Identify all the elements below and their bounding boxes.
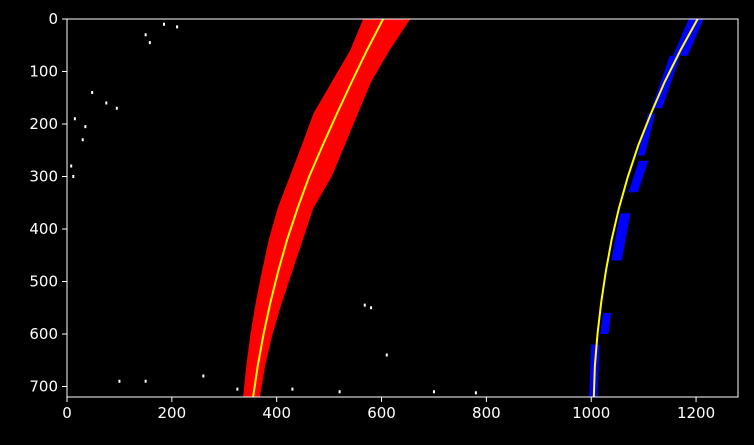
noise-pixel-14 [385, 353, 388, 357]
left-lane-fit [252, 18, 384, 398]
noise-pixel-1 [148, 41, 151, 45]
x-tick-label-1200: 1200 [677, 404, 715, 422]
noise-pixel-15 [118, 379, 121, 383]
noise-pixel-16 [144, 379, 147, 383]
plot-area [67, 18, 738, 398]
y-tick-label-500: 500 [29, 273, 58, 291]
noise-pixel-20 [338, 390, 341, 394]
noise-pixel-3 [176, 25, 179, 29]
y-tick-label-600: 600 [29, 325, 58, 343]
y-tick-label-100: 100 [29, 63, 58, 81]
y-tick-label-400: 400 [29, 220, 58, 238]
noise-pixel-9 [81, 138, 84, 142]
right-lane-pixel-segment-2 [637, 113, 656, 156]
x-tick-label-1000: 1000 [572, 404, 610, 422]
right-lane-fit [592, 18, 699, 398]
noise-pixel-12 [363, 303, 366, 307]
y-tick-label-200: 200 [29, 115, 58, 133]
noise-pixel-7 [73, 117, 76, 121]
noise-pixel-22 [474, 391, 477, 395]
noise-pixel-19 [291, 387, 294, 391]
x-tick-label-0: 0 [62, 404, 72, 422]
noise-pixel-21 [432, 390, 435, 394]
noise-pixel-8 [84, 125, 87, 129]
right-lane-pixel-segment-5 [600, 313, 612, 334]
x-tick-label-200: 200 [158, 404, 187, 422]
right-lane-pixel-segment-3 [628, 160, 649, 193]
noise-pixel-4 [91, 91, 94, 94]
noise-pixel-6 [115, 106, 118, 110]
noise-pixel-5 [105, 101, 108, 105]
noise-pixel-13 [370, 306, 373, 310]
axes-frame [66, 18, 739, 398]
y-tick-label-700: 700 [29, 378, 58, 396]
x-tick-label-400: 400 [262, 404, 291, 422]
x-tick-label-800: 800 [472, 404, 501, 422]
noise-pixel-18 [236, 387, 239, 391]
plot-background [67, 19, 738, 397]
noise-pixel-10 [70, 164, 73, 168]
x-tick-label-600: 600 [367, 404, 396, 422]
y-tick-label-300: 300 [29, 168, 58, 186]
noise-pixel-17 [202, 374, 205, 378]
y-tick-label-0: 0 [48, 10, 58, 28]
noise-pixel-11 [72, 175, 75, 178]
noise-pixel-2 [162, 22, 165, 26]
axes: 0 200 400 600 800 1000 1200 0 100 200 300 400 500 600… [29, 10, 739, 422]
right-lane-pixel-segment-4 [611, 213, 631, 261]
noise-pixel-0 [144, 33, 147, 37]
